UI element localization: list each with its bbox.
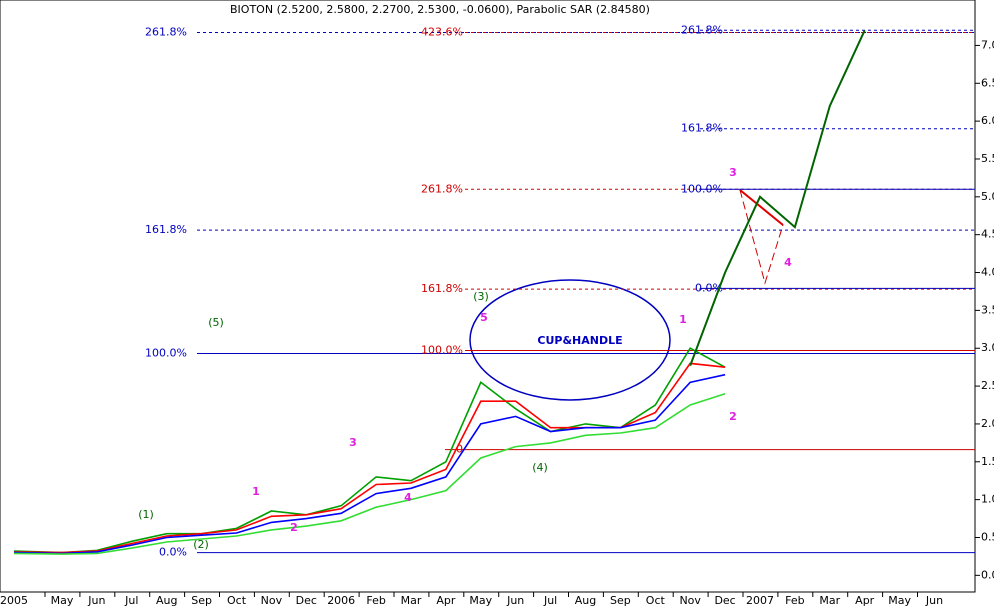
x-tick-label: Dec — [296, 594, 317, 607]
wave-label: 4 — [784, 256, 792, 269]
x-tick-label: Nov — [261, 594, 283, 607]
x-tick-label: Jun — [506, 594, 524, 607]
fib-label: 161.8% — [681, 122, 723, 135]
y-tick-label: 6.5 — [981, 76, 994, 89]
x-tick-label: Apr — [436, 594, 456, 607]
x-tick-label: 2006 — [327, 594, 355, 607]
x-tick-label: Sep — [191, 594, 212, 607]
y-tick-label: 7.0 — [981, 38, 994, 51]
fib-label: 161.8% — [145, 223, 187, 236]
x-tick-label: Jun — [925, 594, 943, 607]
series-line — [13, 392, 726, 555]
wave-label: (1) — [138, 508, 154, 521]
x-tick-label: Oct — [646, 594, 666, 607]
x-tick-label: May — [51, 594, 74, 607]
x-tick-label: Mar — [819, 594, 840, 607]
y-tick-label: 5.0 — [981, 190, 994, 203]
x-tick-label: Aug — [156, 594, 177, 607]
y-tick-label: 0.5 — [981, 530, 994, 543]
fib-label: 423.6% — [421, 26, 463, 39]
wave-label: 4 — [404, 491, 412, 504]
fib-label: 0.0% — [159, 546, 187, 559]
x-tick-label: Jul — [543, 594, 557, 607]
y-tick-label: 2.5 — [981, 379, 994, 392]
y-tick-label: 0.0 — [981, 568, 994, 581]
y-tick-label: 3.0 — [981, 341, 994, 354]
chart-title: BIOTON (2.5200, 2.5800, 2.2700, 2.5300, … — [230, 3, 650, 16]
y-tick-label: 3.5 — [981, 303, 994, 316]
fib-label: 100.0% — [681, 182, 723, 195]
fib-label: 261.8% — [681, 23, 723, 36]
y-tick-label: 1.5 — [981, 455, 994, 468]
projection-dashed — [739, 189, 784, 285]
wave-label: 1 — [679, 313, 687, 326]
projection-correction — [739, 189, 784, 226]
series-line — [689, 29, 866, 366]
fib-label: 0.0% — [695, 281, 723, 294]
y-tick-label: 6.0 — [981, 114, 994, 127]
series-line — [13, 347, 726, 554]
wave-label: 3 — [349, 436, 357, 449]
x-tick-label: Jul — [124, 594, 138, 607]
x-tick-label: Apr — [855, 594, 875, 607]
y-tick-label: 5.5 — [981, 152, 994, 165]
series-line — [13, 373, 726, 555]
x-tick-label: Mar — [401, 594, 422, 607]
x-tick-label: Dec — [714, 594, 735, 607]
y-tick-label: 4.0 — [981, 266, 994, 279]
x-tick-label: May — [888, 594, 911, 607]
x-tick-label: 2005 — [0, 594, 28, 607]
y-tick-label: 4.5 — [981, 228, 994, 241]
wave-label: 5 — [480, 311, 488, 324]
fib-label: 100.0% — [145, 347, 187, 360]
wave-label: CUP&HANDLE — [537, 334, 622, 347]
x-tick-label: Sep — [610, 594, 631, 607]
x-tick-label: 2007 — [746, 594, 774, 607]
x-tick-label: Feb — [785, 594, 804, 607]
wave-label: (4) — [532, 461, 548, 474]
wave-label: 3 — [729, 166, 737, 179]
cup-circle — [469, 279, 671, 401]
x-tick-label: May — [469, 594, 492, 607]
plot-area — [0, 0, 976, 593]
wave-label: (2) — [193, 538, 209, 551]
fib-label: 100.0% — [421, 344, 463, 357]
fib-label: 261.8% — [145, 26, 187, 39]
y-tick-label: 2.0 — [981, 417, 994, 430]
fib-label: 0 — [456, 443, 463, 456]
fib-label: 261.8% — [421, 182, 463, 195]
wave-label: 1 — [252, 485, 260, 498]
x-tick-label: Aug — [575, 594, 596, 607]
wave-label: 2 — [290, 521, 298, 534]
fib-label: 161.8% — [421, 282, 463, 295]
wave-label: (5) — [208, 316, 224, 329]
x-tick-label: Oct — [227, 594, 247, 607]
y-tick-label: 1.0 — [981, 493, 994, 506]
x-tick-label: Nov — [679, 594, 701, 607]
x-tick-label: Feb — [366, 594, 385, 607]
wave-label: (3) — [473, 290, 489, 303]
wave-label: 2 — [729, 410, 737, 423]
x-tick-label: Jun — [87, 594, 105, 607]
